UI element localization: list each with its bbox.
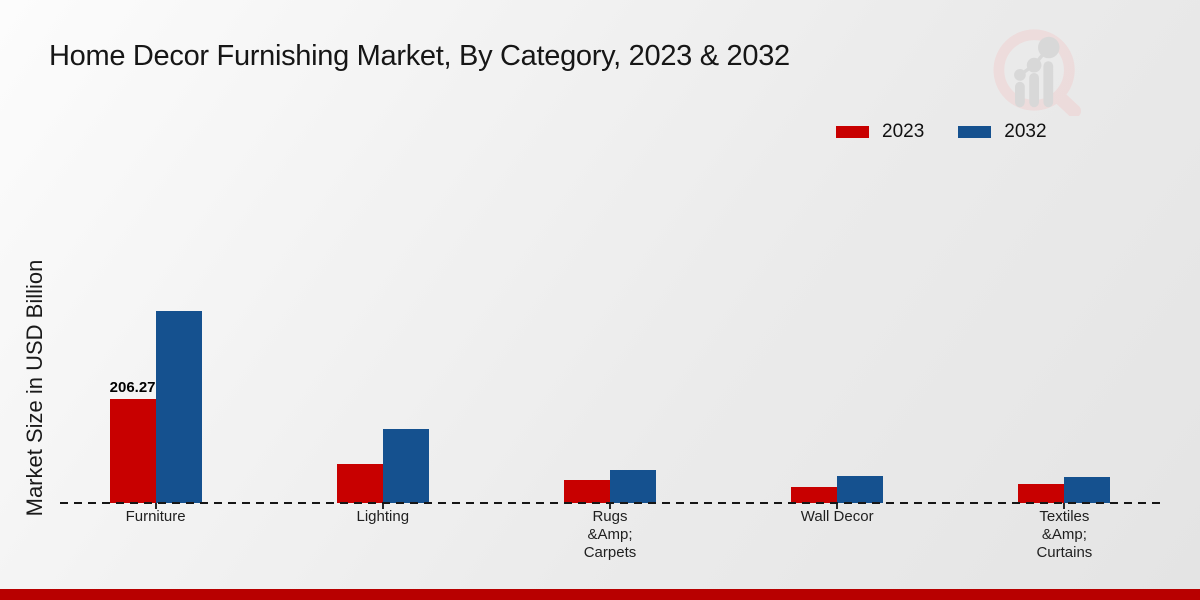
x-axis-tick (609, 503, 611, 509)
x-axis-tick (836, 503, 839, 509)
x-axis-category-label-rugs-amp-carpets: Rugs &Amp; Carpets (583, 508, 637, 561)
magnifier-bar-chart-logo-icon (993, 29, 1082, 116)
x-axis-category-label-furniture: Furniture (125, 508, 186, 525)
bar-2032-textiles-amp-curtains (1064, 476, 1111, 503)
legend-swatch-icon (958, 126, 992, 138)
chart-title: Home Decor Furnishing Market, By Categor… (49, 40, 790, 72)
bar-2023-wall-decor (791, 486, 838, 503)
x-axis-tick (154, 503, 157, 509)
legend-item-2023: 2023 (836, 121, 924, 143)
bar-2032-lighting (382, 428, 429, 503)
x-axis-tick (381, 503, 384, 509)
x-axis-category-label-textiles-amp-curtains: Textiles &Amp; Curtains (1036, 508, 1093, 561)
x-axis-category-label-wall-decor: Wall Decor (800, 508, 874, 525)
footer-accent-bar (0, 589, 1200, 600)
legend-label: 2023 (882, 121, 925, 142)
bar-2032-rugs-amp-carpets (610, 470, 656, 503)
bar-2023-rugs-amp-carpets (564, 479, 610, 503)
legend-label: 2032 (1004, 121, 1047, 142)
x-axis-category-label-lighting: Lighting (356, 508, 410, 525)
bar-value-label: 206.27 (109, 379, 156, 397)
bar-2023-lighting (336, 464, 383, 503)
bar-2032-furniture (155, 311, 202, 503)
legend: 2023 2032 (836, 121, 1047, 143)
bar-2032-wall-decor (837, 475, 884, 503)
legend-item-2032: 2032 (958, 121, 1047, 143)
legend-swatch-icon (836, 126, 869, 138)
trend-bars (1015, 61, 1054, 108)
bar-2023-textiles-amp-curtains (1018, 483, 1065, 503)
trend-dots (1014, 36, 1060, 81)
bar-2023-furniture (109, 399, 156, 503)
x-axis-tick (1063, 503, 1066, 509)
x-axis-baseline (60, 502, 1160, 504)
